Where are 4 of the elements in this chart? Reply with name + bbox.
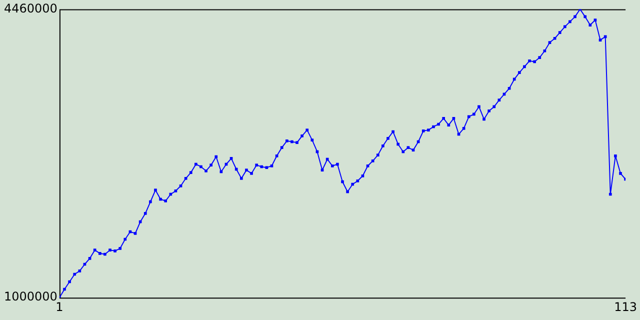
x-tick-label: 1 (56, 300, 64, 314)
x-tick-label: 113 (614, 300, 637, 314)
y-tick-label: 1000000 (4, 290, 58, 304)
y-tick-label: 4460000 (4, 1, 58, 16)
